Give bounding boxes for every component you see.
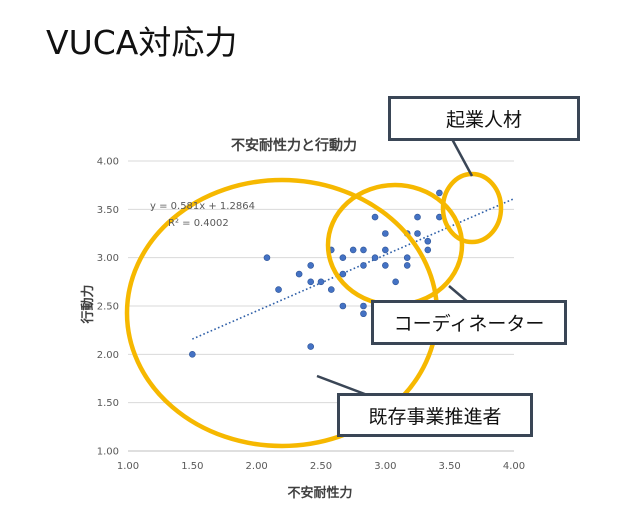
data-point-27 <box>414 213 421 221</box>
trendline-r2: R² = 0.4002 <box>168 218 229 229</box>
x-axis-label: 不安耐性力 <box>287 485 352 501</box>
y-tick-label: 2.00 <box>97 350 119 361</box>
x-tick-label: 3.50 <box>439 461 461 472</box>
data-point-30 <box>424 246 432 254</box>
data-point-26 <box>403 262 411 269</box>
x-tick-label: 4.00 <box>503 461 525 472</box>
trendline-equation: y = 0.581x + 1.2864 <box>150 201 255 212</box>
data-point-18 <box>371 213 379 221</box>
data-point-4 <box>307 262 315 269</box>
data-point-12 <box>339 302 347 310</box>
data-point-10 <box>339 254 347 261</box>
data-point-20 <box>382 230 389 237</box>
data-point-23 <box>392 278 399 286</box>
x-tick-label: 3.00 <box>374 461 396 472</box>
y-tick-label: 4.00 <box>97 157 119 168</box>
ring-kigyojin <box>440 171 504 245</box>
data-point-29 <box>424 237 432 245</box>
data-point-16 <box>360 302 367 310</box>
data-point-28 <box>414 230 421 237</box>
data-point-19 <box>371 254 379 261</box>
x-tick-label: 1.50 <box>181 461 203 472</box>
data-point-9 <box>327 286 335 293</box>
data-point-2 <box>275 286 282 293</box>
trendline <box>192 197 515 340</box>
y-tick-label: 1.50 <box>97 398 119 409</box>
trendline-group <box>192 197 515 340</box>
y-axis-label: 行動力 <box>80 284 96 324</box>
leader-kigyojin <box>450 138 474 177</box>
data-point-7 <box>317 278 325 286</box>
callout-kizon-label: 既存事業推進者 <box>368 405 502 428</box>
callout-kigyojin: 起業人材 <box>388 96 580 141</box>
y-tick-label: 3.00 <box>97 253 119 264</box>
data-point-5 <box>307 278 315 286</box>
data-point-17 <box>360 310 367 318</box>
slide-title: VUCA対応力 <box>46 23 238 62</box>
data-point-0 <box>189 351 196 358</box>
data-point-21 <box>382 246 389 254</box>
chart-title: 不安耐性力と行動力 <box>231 137 357 154</box>
y-tick-label: 3.50 <box>97 205 119 216</box>
callout-kizon: 既存事業推進者 <box>337 393 533 437</box>
data-point-6 <box>307 343 315 350</box>
data-point-13 <box>349 246 357 254</box>
x-tick-label: 2.00 <box>246 461 268 472</box>
callout-coordinator-label: コーディネーター <box>393 313 545 335</box>
callout-leaders <box>316 138 477 398</box>
leader-kizon <box>316 374 371 398</box>
data-point-11 <box>339 270 347 278</box>
data-point-3 <box>295 270 303 278</box>
data-point-15 <box>360 262 367 269</box>
axes: 1.00 1.50 2.00 2.50 3.00 3.50 4.00 1.00 1.50 2.00… <box>97 157 525 473</box>
data-point-1 <box>263 254 271 261</box>
x-tick-label: 1.00 <box>117 461 139 472</box>
callout-coordinator: コーディネーター <box>371 300 567 345</box>
data-point-22 <box>382 262 389 269</box>
data-point-14 <box>360 246 367 254</box>
callout-kigyojin-label: 起業人材 <box>445 109 522 131</box>
y-tick-label: 2.50 <box>97 302 119 313</box>
data-point-25 <box>403 254 411 261</box>
y-tick-label: 1.00 <box>97 447 119 458</box>
x-tick-label: 2.50 <box>310 461 332 472</box>
data-point-32 <box>436 189 443 197</box>
